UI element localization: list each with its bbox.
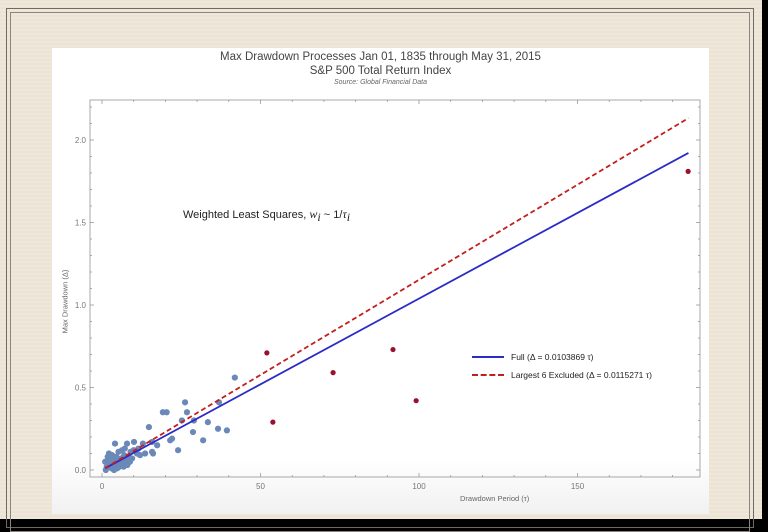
legend-label-full: Full (Δ = 0.0103869 τ) xyxy=(511,352,594,362)
axis-tick-labels: 0 50 100 150 0.0 0.5 1.0 1.5 2.0 xyxy=(75,136,585,491)
svg-text:50: 50 xyxy=(256,482,265,491)
data-point xyxy=(126,458,133,465)
legend-label-excluded: Largest 6 Excluded (Δ = 0.0115271 τ) xyxy=(511,370,652,380)
data-point xyxy=(200,437,207,444)
legend-item-full: Full (Δ = 0.0103869 τ) xyxy=(472,348,652,366)
wls-annotation: Weighted Least Squares, wi ~ 1/τi xyxy=(183,207,350,225)
plot-area: 0 50 100 150 0.0 0.5 1.0 1.5 2.0 xyxy=(75,99,701,491)
legend-swatch-solid-blue xyxy=(472,356,504,358)
svg-text:0.0: 0.0 xyxy=(75,466,87,475)
data-point xyxy=(167,437,174,444)
data-point xyxy=(231,374,238,381)
data-point xyxy=(145,424,153,431)
svg-text:100: 100 xyxy=(412,482,426,491)
data-point xyxy=(163,409,170,416)
data-point xyxy=(111,440,119,447)
data-point xyxy=(264,350,270,356)
data-point xyxy=(104,453,111,460)
annotation-text: Weighted Least Squares, xyxy=(183,209,310,221)
data-point xyxy=(139,440,146,447)
data-point xyxy=(204,419,211,426)
data-point xyxy=(270,419,276,425)
data-point xyxy=(685,168,691,174)
data-point xyxy=(121,445,128,452)
slide-canvas xyxy=(52,48,709,514)
excluded-fit-line xyxy=(104,117,689,469)
data-point xyxy=(223,427,230,434)
annotation-w: w xyxy=(309,207,318,221)
chart-source: Source: Global Financial Data xyxy=(334,79,427,86)
data-point xyxy=(114,465,121,472)
data-point xyxy=(120,463,127,470)
data-point xyxy=(130,438,138,446)
data-point xyxy=(214,425,222,432)
x-axis-label: Drawdown Period (τ) xyxy=(460,494,530,503)
data-point xyxy=(154,442,161,449)
data-point xyxy=(181,399,189,406)
legend: Full (Δ = 0.0103869 τ) Largest 6 Exclude… xyxy=(472,348,652,384)
annotation-tau: τ xyxy=(342,207,347,221)
data-point xyxy=(189,428,197,436)
svg-text:1.5: 1.5 xyxy=(75,219,87,228)
annotation-tilde: ~ 1/ xyxy=(320,209,343,221)
axis-ticks xyxy=(90,100,700,477)
data-point xyxy=(183,409,191,416)
data-point xyxy=(123,440,131,447)
chart-title: Max Drawdown Processes Jan 01, 1835 thro… xyxy=(220,51,541,63)
legend-item-excluded: Largest 6 Excluded (Δ = 0.0115271 τ) xyxy=(472,366,652,384)
y-axis-label: Max Drawdown (Δ) xyxy=(60,269,70,334)
chart-subtitle: S&P 500 Total Return Index xyxy=(309,65,452,77)
chart-title-block: Max Drawdown Processes Jan 01, 1835 thro… xyxy=(52,50,709,88)
annotation-sub-i: i xyxy=(317,210,321,225)
data-point xyxy=(174,447,182,454)
legend-swatch-dashed-red xyxy=(472,374,504,376)
data-point xyxy=(149,450,157,457)
svg-text:0.5: 0.5 xyxy=(75,384,87,393)
svg-text:1.0: 1.0 xyxy=(75,301,87,310)
regression-lines xyxy=(104,117,689,470)
full-fit-line xyxy=(104,152,689,470)
data-point xyxy=(142,450,149,457)
svg-text:0: 0 xyxy=(100,482,105,491)
annotation-sub-i2: i xyxy=(346,210,351,225)
data-point xyxy=(413,398,419,404)
scatter-series-largest-6 xyxy=(264,168,691,425)
svg-text:150: 150 xyxy=(571,482,585,491)
data-point xyxy=(102,466,109,474)
data-point xyxy=(330,370,336,376)
svg-text:2.0: 2.0 xyxy=(75,136,87,145)
data-point xyxy=(390,346,396,353)
